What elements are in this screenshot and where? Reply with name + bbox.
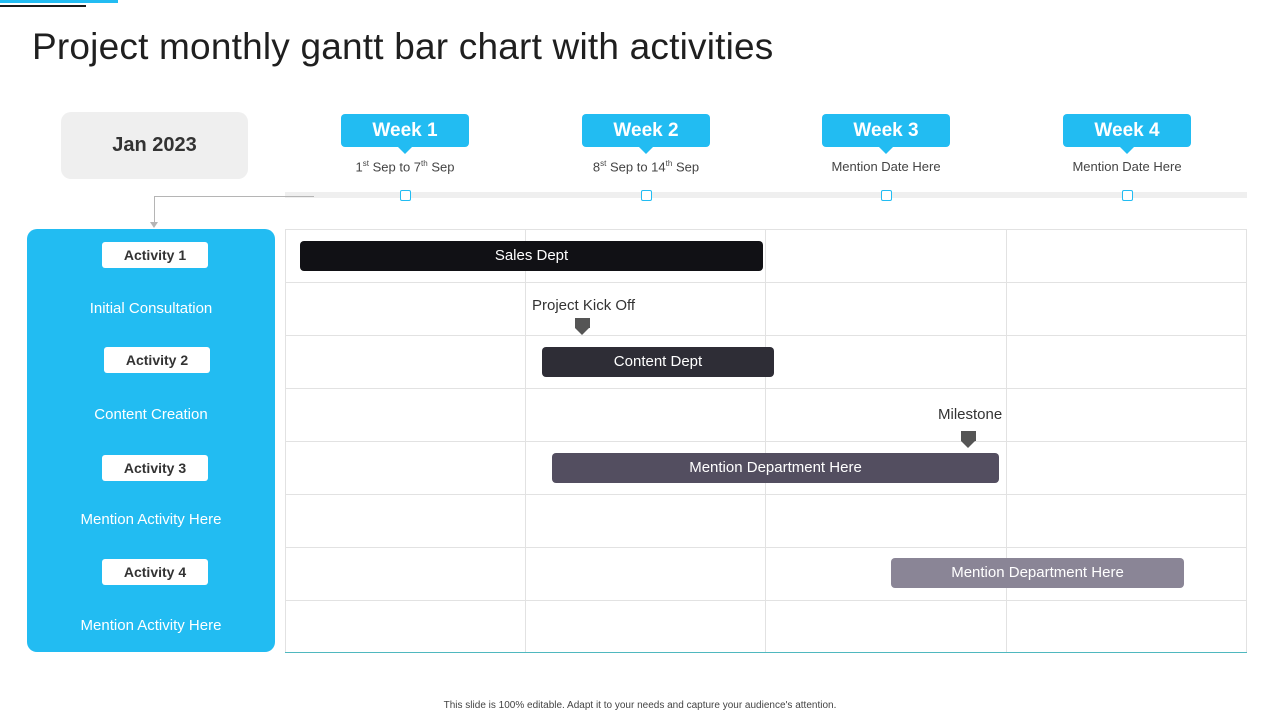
activity-3-label: Activity 3 (102, 455, 208, 481)
activity-4-label: Activity 4 (102, 559, 208, 585)
top-accent-line (0, 0, 118, 3)
marker-label-kick-off: Project Kick Off (532, 297, 636, 314)
timeline-tick-4 (1122, 190, 1133, 201)
grid-line (285, 282, 1247, 283)
connector-drop (154, 196, 155, 222)
timeline-tick-3 (881, 190, 892, 201)
activities-panel: Activity 1 Initial Consultation Activity… (27, 229, 275, 652)
grid-line (285, 388, 1247, 389)
week-4-label: Week 4 (1063, 114, 1191, 154)
week-3-header: Week 3 Mention Date Here (822, 114, 950, 174)
footer-note: This slide is 100% editable. Adapt it to… (443, 700, 837, 711)
gantt-bar-content-dept[interactable]: Content Dept (542, 347, 774, 377)
month-box: Jan 2023 (61, 112, 248, 179)
top-dark-line (0, 5, 86, 7)
grid-line (285, 441, 1247, 442)
timeline-tick-2 (641, 190, 652, 201)
slide-title: Project monthly gantt bar chart with act… (32, 26, 774, 67)
grid-line (285, 229, 1247, 230)
gantt-bar-department-4[interactable]: Mention Department Here (891, 558, 1184, 588)
marker-label-milestone: Milestone (938, 406, 1003, 423)
week-3-label: Week 3 (822, 114, 950, 154)
timeline-tick-1 (400, 190, 411, 201)
gantt-bar-sales-dept[interactable]: Sales Dept (300, 241, 763, 271)
week-4-date: Mention Date Here (1072, 159, 1182, 174)
grid-line (285, 600, 1247, 601)
grid-line (285, 335, 1247, 336)
grid-column-line (525, 229, 526, 653)
grid-column-line (1246, 229, 1247, 653)
grid-column-line (1006, 229, 1007, 653)
connector-arrow-icon (150, 222, 158, 228)
activity-1-label: Activity 1 (102, 242, 208, 268)
grid-line (285, 547, 1247, 548)
grid-column-line (765, 229, 766, 653)
activity-4-desc: Mention Activity Here (80, 617, 222, 634)
week-1-header: Week 1 1st Sep to 7th Sep (341, 114, 469, 174)
week-2-date: 8st Sep to 14th Sep (592, 159, 700, 175)
week-4-header: Week 4 Mention Date Here (1063, 114, 1191, 174)
week-2-label: Week 2 (582, 114, 710, 154)
gantt-bar-department-3[interactable]: Mention Department Here (552, 453, 999, 483)
activity-2-label: Activity 2 (104, 347, 210, 373)
grid-line (285, 494, 1247, 495)
week-2-header: Week 2 8st Sep to 14th Sep (582, 114, 710, 174)
timeline-track (285, 192, 1247, 198)
grid-baseline (285, 652, 1247, 653)
gantt-grid (285, 229, 1247, 653)
week-1-date: 1st Sep to 7th Sep (355, 159, 455, 175)
week-1-label: Week 1 (341, 114, 469, 154)
week-3-date: Mention Date Here (831, 159, 941, 174)
connector-line (154, 196, 314, 197)
activity-3-desc: Mention Activity Here (80, 511, 222, 528)
activity-2-desc: Content Creation (94, 406, 208, 423)
grid-column-line (285, 229, 286, 653)
activity-1-desc: Initial Consultation (89, 300, 213, 317)
